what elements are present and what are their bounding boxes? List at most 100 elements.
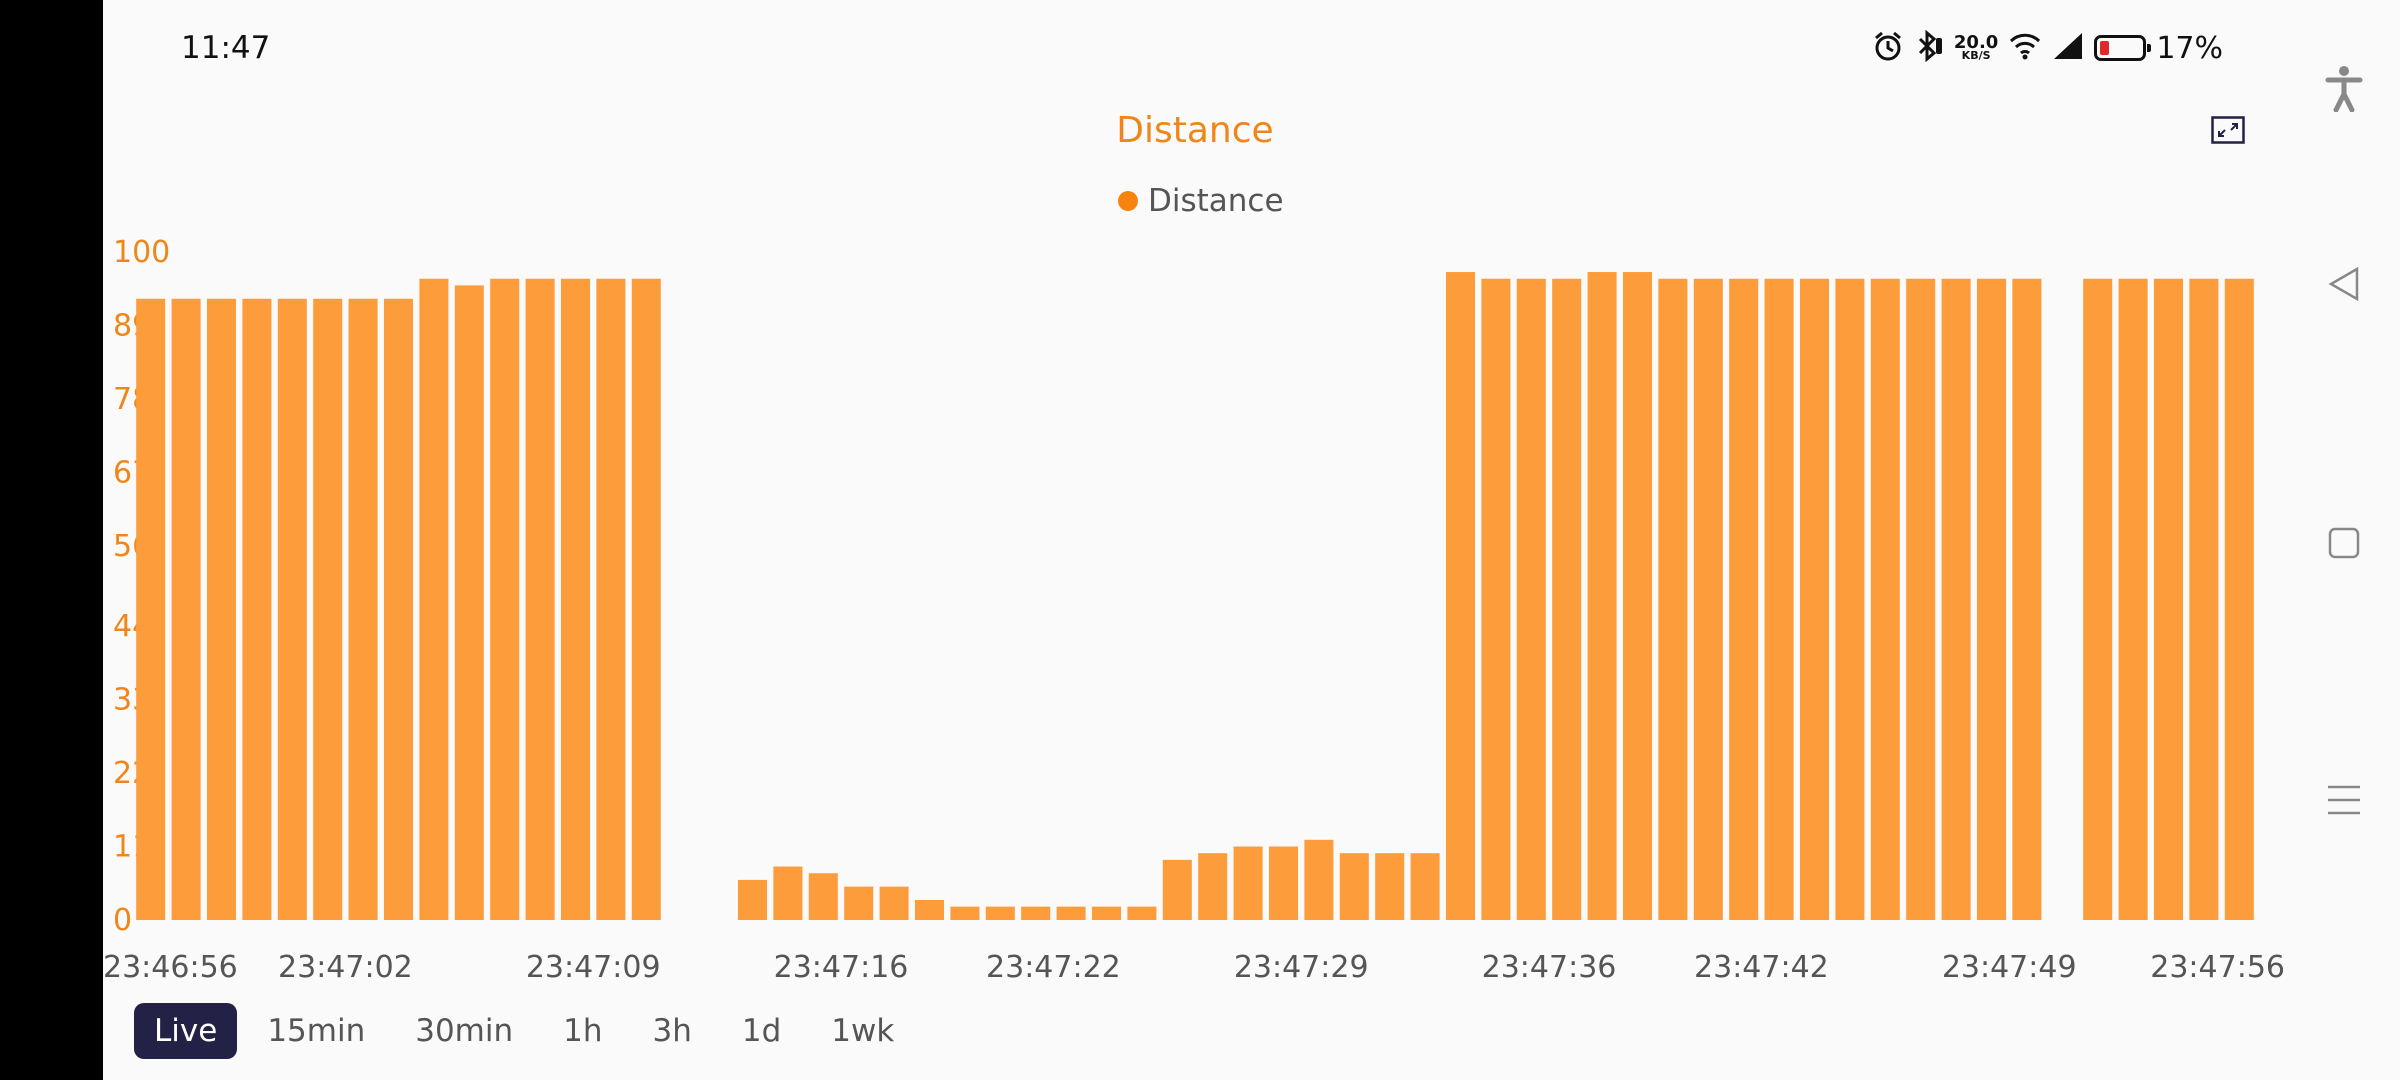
x-tick-label: 23:47:22 (986, 950, 1121, 985)
x-tick-label: 23:47:36 (1482, 950, 1617, 985)
back-icon[interactable] (2287, 266, 2400, 302)
x-tick-label: 23:47:42 (1694, 950, 1829, 985)
distance-bar[interactable] (1127, 906, 1157, 920)
distance-bar[interactable] (1764, 278, 1794, 921)
signal-icon (2052, 31, 2084, 65)
x-tick-label: 23:47:56 (2150, 950, 2285, 985)
chart-screen: 11:47 20.0 KB/S 17% Distance Distance 0 1… (103, 0, 2287, 1080)
time-range-3h[interactable]: 3h (652, 1013, 692, 1049)
distance-bar[interactable] (1729, 278, 1759, 921)
distance-bar[interactable] (879, 886, 909, 920)
distance-bar[interactable] (525, 278, 555, 921)
distance-bar[interactable] (1481, 278, 1511, 921)
y-tick-label: 0 (113, 903, 132, 938)
distance-bar[interactable] (419, 278, 449, 921)
chart-legend[interactable]: Distance (1118, 183, 1284, 219)
legend-label: Distance (1148, 183, 1284, 219)
x-tick-label: 23:47:49 (1942, 950, 2077, 985)
distance-bar[interactable] (171, 298, 201, 920)
distance-bar[interactable] (631, 278, 661, 921)
distance-bar[interactable] (2224, 278, 2254, 921)
time-range-selector: Live 15min 30min 1h 3h 1d 1wk (134, 1003, 944, 1059)
battery-icon (2094, 35, 2152, 61)
distance-bar[interactable] (1906, 278, 1936, 921)
distance-bar[interactable] (1162, 859, 1192, 920)
wifi-icon (2008, 31, 2042, 65)
distance-bar[interactable] (1375, 853, 1405, 920)
distance-bar[interactable] (242, 298, 272, 920)
distance-bar[interactable] (1693, 278, 1723, 921)
distance-bar[interactable] (1835, 278, 1865, 921)
distance-bar[interactable] (1445, 272, 1476, 920)
distance-bar[interactable] (206, 298, 237, 920)
time-range-30min[interactable]: 30min (415, 1013, 514, 1049)
distance-bar[interactable] (1268, 846, 1299, 920)
distance-bar[interactable] (1056, 906, 1086, 920)
distance-bar[interactable] (1976, 278, 2007, 921)
distance-bar[interactable] (1410, 853, 1440, 920)
distance-bar[interactable] (454, 285, 484, 920)
distance-bar[interactable] (1941, 278, 1971, 921)
distance-bar[interactable] (1587, 272, 1617, 920)
time-range-15min[interactable]: 15min (267, 1013, 366, 1049)
home-icon[interactable] (2287, 526, 2400, 560)
distance-bar[interactable] (914, 899, 945, 920)
distance-bar[interactable] (1870, 278, 1900, 921)
x-tick-label: 23:47:09 (526, 950, 661, 985)
distance-bar[interactable] (1304, 839, 1334, 920)
system-nav-bar (2287, 0, 2400, 1080)
distance-bar[interactable] (844, 886, 874, 920)
distance-bar[interactable] (950, 906, 980, 920)
accessibility-icon[interactable] (2287, 64, 2400, 112)
alarm-icon (1872, 30, 1904, 66)
distance-bar[interactable] (985, 906, 1015, 920)
left-edge-strip (0, 0, 103, 1080)
distance-bar[interactable] (383, 298, 414, 920)
y-tick-label: 100 (113, 235, 170, 270)
distance-bar[interactable] (348, 298, 378, 920)
distance-bar[interactable] (277, 298, 307, 920)
x-tick-label: 23:46:56 (103, 950, 238, 985)
distance-bar[interactable] (1552, 278, 1582, 921)
distance-bar[interactable] (2083, 278, 2113, 921)
distance-bar[interactable] (596, 278, 626, 921)
distance-bar[interactable] (737, 879, 768, 920)
distance-bar[interactable] (1658, 278, 1688, 921)
x-tick-label: 23:47:02 (278, 950, 413, 985)
distance-bar[interactable] (1198, 853, 1228, 920)
distance-bar[interactable] (2118, 278, 2148, 921)
distance-bar[interactable] (313, 298, 343, 920)
distance-bar[interactable] (1021, 906, 1051, 920)
distance-bar[interactable] (1091, 906, 1122, 920)
time-range-1wk[interactable]: 1wk (831, 1013, 895, 1049)
chart-title: Distance (1116, 110, 1274, 151)
x-tick-label: 23:47:16 (774, 950, 909, 985)
status-icons: 20.0 KB/S 17% (1872, 29, 2223, 66)
distance-bar[interactable] (1622, 272, 1653, 920)
time-range-1d[interactable]: 1d (741, 1013, 782, 1049)
net-rate: 20.0 KB/S (1954, 33, 1998, 63)
distance-bar[interactable] (560, 278, 591, 921)
status-time: 11:47 (181, 30, 271, 66)
distance-bar[interactable] (2012, 278, 2042, 921)
battery-percent: 17% (2156, 30, 2223, 66)
distance-bar[interactable] (1339, 853, 1369, 920)
distance-bar[interactable] (2153, 278, 2184, 921)
menu-icon[interactable] (2287, 784, 2400, 816)
distance-bar[interactable] (490, 278, 520, 921)
distance-bar[interactable] (808, 873, 838, 920)
time-range-live[interactable]: Live (134, 1003, 238, 1059)
distance-bar[interactable] (1516, 278, 1546, 921)
time-range-1h[interactable]: 1h (563, 1013, 603, 1049)
collapse-icon[interactable] (2211, 116, 2245, 144)
legend-marker (1118, 191, 1138, 211)
x-tick-label: 23:47:29 (1234, 950, 1369, 985)
distance-bar[interactable] (1799, 278, 1830, 921)
net-rate-unit: KB/S (1961, 49, 1991, 63)
distance-bar[interactable] (773, 866, 803, 920)
distance-bar[interactable] (2189, 278, 2219, 921)
bluetooth-icon (1914, 29, 1944, 66)
distance-bar[interactable] (1233, 846, 1263, 920)
distance-bar[interactable] (136, 298, 166, 920)
